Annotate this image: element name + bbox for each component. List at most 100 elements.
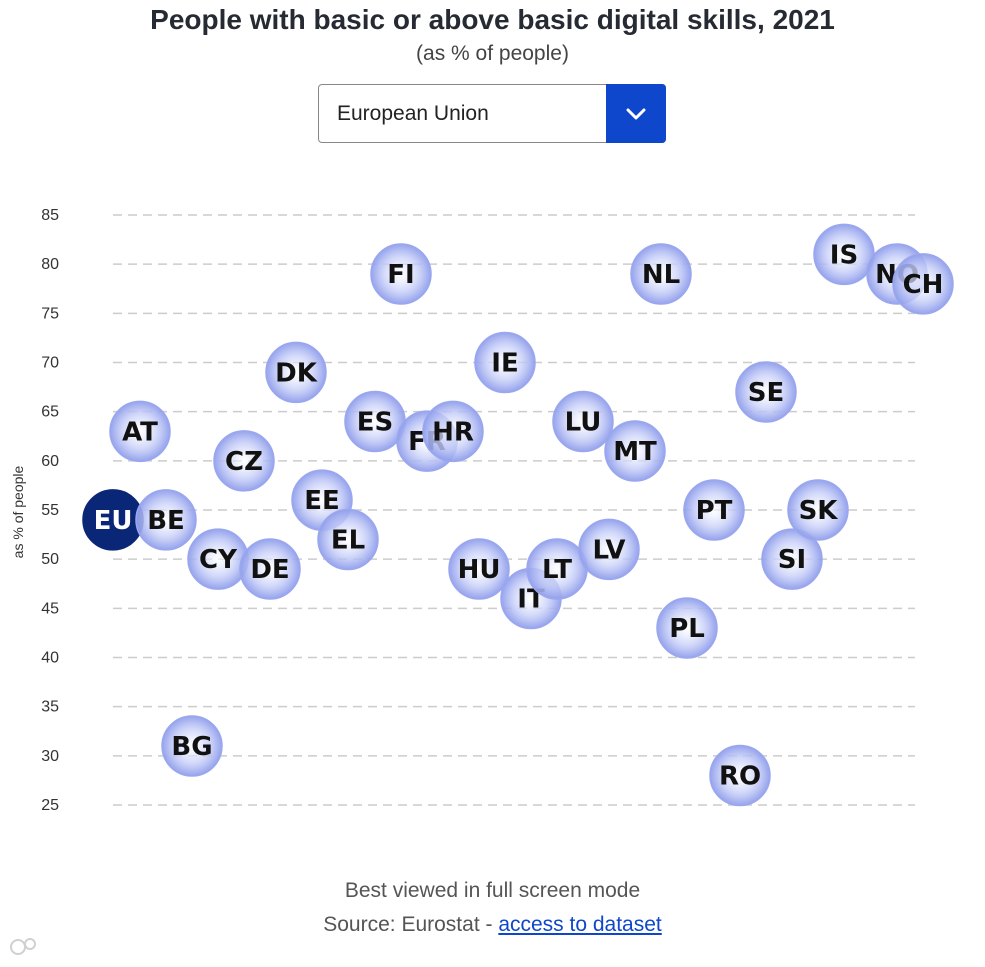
footer-source: Source: Eurostat - access to dataset — [0, 913, 985, 937]
bubble-cy[interactable]: CY — [187, 528, 249, 590]
bubble-nl[interactable]: NL — [630, 243, 692, 305]
bubble-circle[interactable] — [161, 715, 223, 777]
bubble-circle[interactable] — [656, 597, 718, 659]
bubble-ie[interactable]: IE — [474, 331, 536, 394]
bubble-circle[interactable] — [683, 479, 745, 541]
bubble-se[interactable]: SE — [735, 361, 797, 423]
y-tick-label: 45 — [41, 600, 59, 617]
bubble-at[interactable]: AT — [109, 400, 171, 463]
watermark-icon — [10, 938, 36, 955]
chart-subtitle: (as % of people) — [416, 42, 569, 65]
y-tick-label: 80 — [41, 256, 59, 273]
bubble-circle[interactable] — [109, 400, 171, 463]
bubble-label: FI — [387, 260, 414, 290]
bubble-fi[interactable]: FI — [370, 243, 432, 305]
bubble-circle[interactable] — [213, 430, 275, 492]
bubble-circle[interactable] — [317, 508, 379, 571]
bubble-circle[interactable] — [422, 400, 484, 463]
bubble-circle[interactable] — [552, 390, 614, 453]
bubble-sk[interactable]: SK — [787, 479, 849, 541]
bubble-circle[interactable] — [604, 420, 666, 482]
bubble-label: MT — [613, 437, 657, 467]
dataset-link[interactable]: access to dataset — [498, 913, 662, 936]
bubble-be[interactable]: BE — [135, 489, 197, 551]
y-tick-label: 30 — [41, 748, 59, 765]
bubble-label: ES — [357, 408, 394, 438]
y-tick-label: 75 — [41, 305, 59, 322]
y-tick-label: 65 — [41, 404, 59, 421]
bubble-circle[interactable] — [578, 518, 640, 581]
bubble-circle[interactable] — [474, 331, 536, 394]
bubble-pt[interactable]: PT — [683, 479, 745, 541]
bubble-lt[interactable]: LT — [526, 538, 588, 600]
bubble-circle[interactable] — [709, 744, 771, 807]
bubble-label: LU — [565, 408, 602, 438]
bubble-label: EE — [304, 486, 340, 516]
footer-note: Best viewed in full screen mode — [344, 879, 641, 902]
bubble-label: AT — [122, 417, 158, 447]
bubble-de[interactable]: DE — [239, 538, 301, 600]
bubble-label: RO — [719, 762, 761, 792]
bubble-label: HR — [432, 417, 474, 447]
chevron-down-icon — [626, 108, 646, 119]
country-select-button[interactable] — [606, 84, 666, 143]
bubble-circle[interactable] — [370, 243, 432, 305]
y-tick-label: 40 — [41, 650, 59, 667]
bubble-label: BE — [147, 506, 185, 536]
source-prefix: Source: Eurostat - — [323, 913, 493, 936]
bubble-circle[interactable] — [448, 538, 510, 600]
bubble-label: CZ — [225, 447, 263, 477]
bubble-label: SE — [748, 378, 785, 408]
watermark-logo — [8, 936, 128, 963]
y-axis-label: as % of people — [10, 465, 26, 558]
bubble-lu[interactable]: LU — [552, 390, 614, 453]
bubble-eu[interactable]: EU — [82, 489, 144, 551]
bubble-es[interactable]: ES — [344, 390, 406, 453]
bubble-cz[interactable]: CZ — [213, 430, 275, 492]
bubble-ch[interactable]: CH — [892, 253, 954, 315]
bubble-label: HU — [458, 555, 501, 585]
bubble-label: DE — [250, 555, 289, 585]
bubble-circle[interactable] — [135, 489, 197, 551]
bubble-dk[interactable]: DK — [265, 341, 327, 404]
y-tick-label: 85 — [41, 207, 59, 224]
bubble-circle[interactable] — [787, 479, 849, 541]
bubble-chart: 25 30 35 40 45 50 55 60 65 70 75 80 85 as % of peopl… — [10, 207, 954, 814]
bubble-hr[interactable]: HR — [422, 400, 484, 463]
bubble-circle[interactable] — [630, 243, 692, 305]
bubble-label: EU — [94, 506, 133, 536]
y-tick-label: 35 — [41, 699, 59, 716]
bubble-label: CY — [199, 545, 238, 575]
y-tick-label: 70 — [41, 355, 59, 372]
country-select[interactable]: European Union — [318, 84, 666, 143]
bubble-mt[interactable]: MT — [604, 420, 666, 482]
bubble-circle[interactable] — [892, 253, 954, 315]
bubble-el[interactable]: EL — [317, 508, 379, 571]
bubble-label: IE — [491, 349, 518, 379]
y-tick-label: 55 — [41, 502, 59, 519]
bubble-circle[interactable] — [735, 361, 797, 423]
country-select-value: European Union — [337, 101, 489, 125]
bubble-label: IS — [830, 240, 858, 270]
bubble-ro[interactable]: RO — [709, 744, 771, 807]
bubble-pl[interactable]: PL — [656, 597, 718, 659]
bubble-label: SK — [799, 496, 839, 526]
bubble-circle[interactable] — [239, 538, 301, 600]
y-tick-label: 60 — [41, 453, 59, 470]
bubble-si[interactable]: SI — [761, 528, 823, 590]
y-tick-label: 25 — [41, 797, 59, 814]
bubble-label: CH — [903, 270, 944, 300]
bubble-is[interactable]: IS — [813, 223, 875, 286]
bubble-label: EL — [331, 526, 365, 556]
bubble-label: PT — [696, 496, 733, 526]
bubble-label: PL — [669, 614, 705, 644]
bubble-label: DK — [275, 358, 318, 388]
bubble-circle[interactable] — [265, 341, 327, 404]
bubble-lv[interactable]: LV — [578, 518, 640, 581]
bubble-label: LT — [542, 555, 572, 585]
bubble-bg[interactable]: BG — [161, 715, 223, 777]
y-tick-label: 50 — [41, 551, 59, 568]
bubble-hu[interactable]: HU — [448, 538, 510, 600]
bubble-label: SI — [778, 545, 806, 575]
bubble-circle[interactable] — [761, 528, 823, 590]
